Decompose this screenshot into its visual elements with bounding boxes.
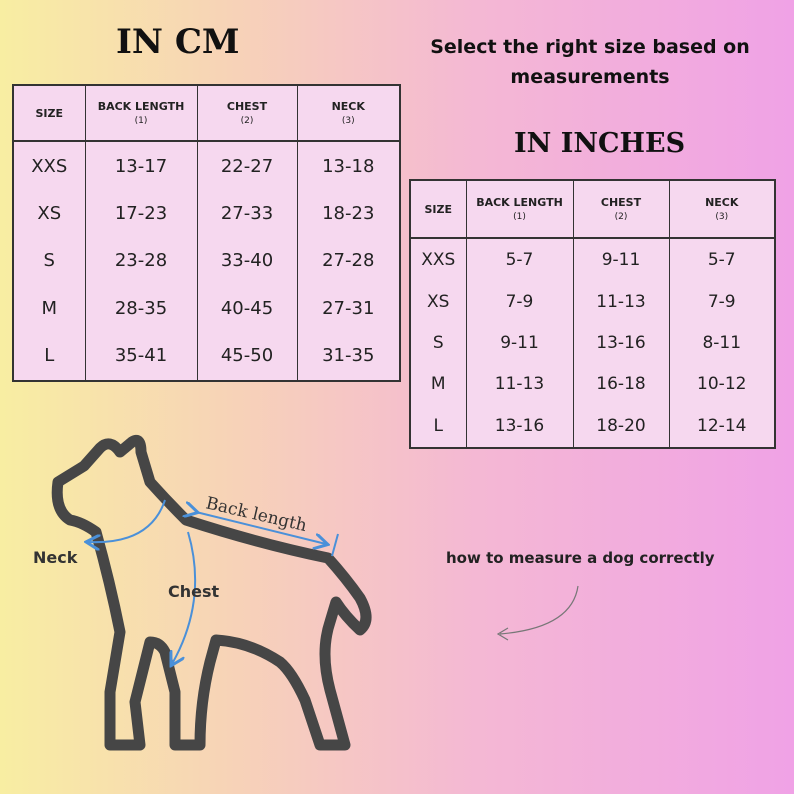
header-note: (2): [614, 212, 628, 222]
data-row: XS 7-9 11-13 7-9: [410, 281, 775, 323]
cell: 13-17: [85, 141, 198, 191]
cell: 12-14: [697, 415, 747, 436]
header-label: SIZE: [424, 202, 452, 216]
neck-line: [88, 499, 166, 542]
cell: M: [13, 284, 86, 332]
data-row: XXS 5-7 9-11 5-7: [410, 238, 775, 282]
header-label: SIZE: [35, 106, 63, 120]
cell: XS: [410, 281, 467, 323]
cm-title: IN CM: [116, 22, 240, 62]
inches-title: IN INCHES: [514, 128, 686, 159]
cell: 18-23: [322, 203, 375, 225]
cell: 33-40: [197, 237, 298, 285]
data-row: L 35-41 45-50 31-35: [13, 331, 400, 381]
back-line: [196, 512, 326, 544]
cell: 45-50: [197, 331, 298, 381]
header-cell: SIZE: [410, 180, 467, 239]
data-row: M 28-35 40-45 27-31: [13, 284, 400, 332]
cell: S: [13, 237, 86, 285]
header-label: BACK LENGTH: [476, 196, 563, 209]
header-label: BACK LENGTH: [97, 100, 185, 113]
cell: 13-16: [573, 322, 670, 364]
cell: 40-45: [197, 284, 298, 332]
data-row: S 9-11 13-16 8-11: [410, 322, 775, 364]
cell: 31-35: [322, 345, 375, 367]
header-note: (2): [240, 116, 254, 126]
cell: 27-33: [197, 190, 298, 238]
cell: 17-23: [85, 190, 198, 238]
header-cell: CHEST (2): [573, 180, 670, 239]
tagline: Select the right size based on measureme…: [430, 36, 750, 88]
cell: 27-31: [322, 297, 375, 319]
header-cell: NECK (3): [297, 85, 400, 142]
data-row: XXS 13-17 22-27 13-18: [13, 141, 400, 191]
dog-outline: [51, 434, 372, 751]
pointer-arrow: [496, 585, 579, 641]
header-cell: NECK (3): [669, 180, 775, 239]
header-note: (3): [341, 116, 355, 126]
caption: how to measure a dog correctly: [446, 549, 715, 567]
cell: 16-18: [573, 363, 670, 405]
cell: 22-27: [197, 141, 298, 191]
cell: L: [13, 331, 86, 381]
header-cell: CHEST (2): [197, 85, 298, 142]
chest-label: Chest: [168, 582, 220, 601]
header-label: CHEST: [226, 100, 268, 113]
cell: 11-13: [466, 363, 574, 405]
cell: 35-41: [85, 331, 198, 381]
inches-table: SIZE BACK LENGTH (1) CHEST (2) NECK (3) XXS 5-7 9…: [409, 179, 776, 449]
cell: 9-11: [466, 322, 574, 364]
header-note: (1): [134, 116, 148, 126]
cell: L: [410, 404, 467, 448]
data-row: XS 17-23 27-33 18-23: [13, 190, 400, 238]
cell: XXS: [410, 238, 467, 282]
cell: 23-28: [85, 237, 198, 285]
cell: 13-18: [322, 155, 375, 177]
header-cell: SIZE: [13, 85, 86, 142]
cell: XXS: [13, 141, 86, 191]
header-label: CHEST: [600, 196, 642, 209]
cell: 5-7: [466, 238, 574, 282]
cell: 27-28: [322, 250, 375, 272]
header-row: SIZE BACK LENGTH (1) CHEST (2) NECK (3): [410, 180, 775, 239]
data-row: S 23-28 33-40 27-28: [13, 237, 400, 285]
cell: 9-11: [573, 238, 670, 282]
header-cell: BACK LENGTH (1): [85, 85, 198, 142]
header-label: NECK: [705, 196, 739, 209]
header-row: SIZE BACK LENGTH (1) CHEST (2) NECK (3): [13, 85, 400, 142]
data-row: M 11-13 16-18 10-12: [410, 363, 775, 405]
cell: 13-16: [466, 404, 574, 448]
cell: 18-20: [573, 404, 670, 448]
neck-label: Neck: [33, 548, 78, 567]
back-tick: [331, 533, 339, 557]
cell: 7-9: [466, 281, 574, 323]
cell: 8-11: [702, 332, 742, 353]
data-row: L 13-16 18-20 12-14: [410, 404, 775, 448]
header-note: (1): [513, 212, 526, 222]
cell: XS: [13, 190, 86, 238]
header-note: (3): [715, 212, 729, 222]
cell: 10-12: [697, 374, 747, 395]
cm-table: SIZE BACK LENGTH (1) CHEST (2) NECK (3) XXS 13-1…: [12, 84, 401, 382]
cell: S: [410, 322, 467, 364]
header-label: NECK: [331, 100, 365, 113]
cell: 5-7: [707, 250, 736, 271]
cell: 11-13: [573, 281, 670, 323]
cell: 7-9: [707, 291, 736, 312]
cell: M: [410, 363, 467, 405]
header-cell: BACK LENGTH (1): [466, 180, 574, 239]
cell: 28-35: [85, 284, 198, 332]
